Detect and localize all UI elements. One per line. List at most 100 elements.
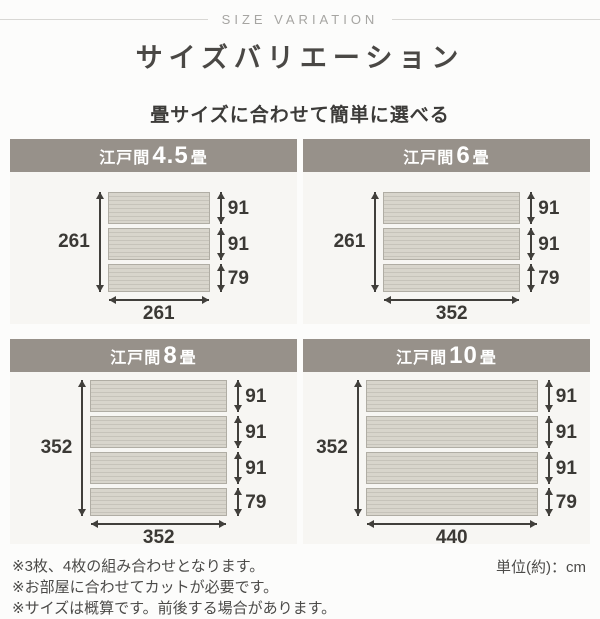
plank-dimension: 91 <box>234 380 266 412</box>
plank-dimension: 91 <box>216 228 249 260</box>
panel-title-size: 10 <box>449 341 478 369</box>
total-height-arrow <box>353 380 362 516</box>
plank <box>365 488 538 516</box>
plank-dimension-column: 91 91 79 <box>527 192 559 292</box>
plank-height-arrow <box>216 264 225 292</box>
plank <box>383 192 521 224</box>
plank <box>90 380 228 412</box>
plank-stack <box>383 192 521 292</box>
plank-height-label: 91 <box>555 457 577 479</box>
plank-height-arrow <box>544 488 553 516</box>
size-panel-6: 江戸間 6 畳 261 91 91 79 352 <box>303 139 590 324</box>
panel-title: 江戸間 6 畳 <box>303 139 590 172</box>
plank <box>383 264 521 292</box>
page-subtitle: 畳サイズに合わせて簡単に選べる <box>150 105 450 126</box>
plank <box>90 488 228 516</box>
plank-height-label: 91 <box>555 421 577 443</box>
plank-height-arrow <box>527 264 536 292</box>
panel-body: 352 91 91 91 79 352 <box>10 372 297 544</box>
plank-dimension: 91 <box>527 228 559 260</box>
plank <box>90 416 228 448</box>
unit-note: 単位(約)：cm <box>496 559 586 576</box>
plank-dimension: 91 <box>544 452 577 484</box>
plank-height-label: 91 <box>227 233 249 255</box>
total-height-label: 352 <box>40 437 73 458</box>
plank-height-arrow <box>234 380 243 412</box>
plank <box>383 228 521 260</box>
plank-height-label: 79 <box>245 491 267 513</box>
size-panels-grid: 江戸間 4.5 畳 261 91 91 79 261 江戸間 6 畳 261 91 91 79 352 江戸間 8… <box>10 139 590 544</box>
plank-dimension-column: 91 91 79 <box>216 192 249 292</box>
total-width-label: 261 <box>142 303 175 324</box>
eyebrow-text: SIZE VARIATION <box>221 12 379 27</box>
panel-title-suffix: 畳 <box>179 349 197 367</box>
panel-title-size: 8 <box>163 341 178 369</box>
plank-dimension: 91 <box>527 192 559 224</box>
panel-title-prefix: 江戸間 <box>99 149 151 167</box>
size-diagram: 261 91 91 79 261 <box>58 172 249 324</box>
total-width-label: 440 <box>435 527 468 544</box>
plank-height-arrow <box>234 452 243 484</box>
total-height-arrow <box>95 192 104 292</box>
panel-body: 261 91 91 79 352 <box>303 172 590 324</box>
footer: ※3枚、4枚の組み合わせとなります。 ※お部屋に合わせてカットが必要です。 ※サ… <box>12 556 586 619</box>
eyebrow-line-left <box>0 19 208 20</box>
plank-dimension: 91 <box>234 452 266 484</box>
plank <box>365 452 538 484</box>
total-height-arrow <box>78 380 87 516</box>
plank <box>107 264 210 292</box>
footnote: ※サイズは概算です。前後する場合があります。 <box>12 600 337 617</box>
plank-stack <box>107 192 210 292</box>
plank-height-arrow <box>544 452 553 484</box>
plank-height-label: 91 <box>555 385 577 407</box>
footnote: ※お部屋に合わせてカットが必要です。 <box>12 579 279 596</box>
plank-height-arrow <box>544 380 553 412</box>
panel-title: 江戸間 8 畳 <box>10 339 297 372</box>
plank-dimension: 79 <box>527 264 559 292</box>
panel-title-size: 4.5 <box>152 141 189 169</box>
plank-dimension: 91 <box>544 416 577 448</box>
panel-title: 江戸間 4.5 畳 <box>10 139 297 172</box>
plank-height-label: 91 <box>245 385 267 407</box>
panel-title-size: 6 <box>456 141 471 169</box>
size-diagram: 352 91 91 91 79 352 <box>40 372 267 544</box>
panel-title-suffix: 畳 <box>479 349 497 367</box>
plank-height-arrow <box>544 416 553 448</box>
total-height-arrow <box>371 192 380 292</box>
plank <box>365 416 538 448</box>
plank-height-label: 91 <box>227 197 249 219</box>
total-width-arrow <box>108 296 209 304</box>
total-width-label: 352 <box>435 303 468 324</box>
plank-dimension: 91 <box>544 380 577 412</box>
plank-stack <box>90 380 228 516</box>
plank-height-label: 91 <box>538 233 560 255</box>
panel-body: 261 91 91 79 261 <box>10 172 297 324</box>
total-width-label: 352 <box>142 527 175 544</box>
plank-height-arrow <box>216 228 225 260</box>
panel-title: 江戸間 10 畳 <box>303 339 590 372</box>
footnote: ※3枚、4枚の組み合わせとなります。 <box>12 558 265 575</box>
panel-title-prefix: 江戸間 <box>110 349 162 367</box>
plank-height-arrow <box>216 192 225 224</box>
page-title: サイズバリエーション <box>135 43 465 73</box>
plank-stack <box>365 380 538 516</box>
plank-height-arrow <box>234 488 243 516</box>
page-header: SIZE VARIATION サイズバリエーション 畳サイズに合わせて簡単に選べ… <box>0 0 600 127</box>
plank-dimension-column: 91 91 91 79 <box>544 380 577 516</box>
plank <box>365 380 538 412</box>
eyebrow-line-right <box>392 19 600 20</box>
plank-dimension: 79 <box>544 488 577 516</box>
plank-dimension: 79 <box>216 264 249 292</box>
plank-height-arrow <box>527 192 536 224</box>
size-panel-8: 江戸間 8 畳 352 91 91 91 79 352 <box>10 339 297 544</box>
plank <box>107 228 210 260</box>
eyebrow: SIZE VARIATION <box>0 12 600 27</box>
total-height-label: 261 <box>58 231 90 252</box>
size-diagram: 352 91 91 91 79 440 <box>316 372 577 544</box>
size-panel-10: 江戸間 10 畳 352 91 91 91 79 440 <box>303 339 590 544</box>
total-height-label: 261 <box>333 231 366 252</box>
plank-height-label: 79 <box>538 267 560 289</box>
panel-title-suffix: 畳 <box>472 149 490 167</box>
size-panel-4.5: 江戸間 4.5 畳 261 91 91 79 261 <box>10 139 297 324</box>
panel-title-prefix: 江戸間 <box>403 149 455 167</box>
